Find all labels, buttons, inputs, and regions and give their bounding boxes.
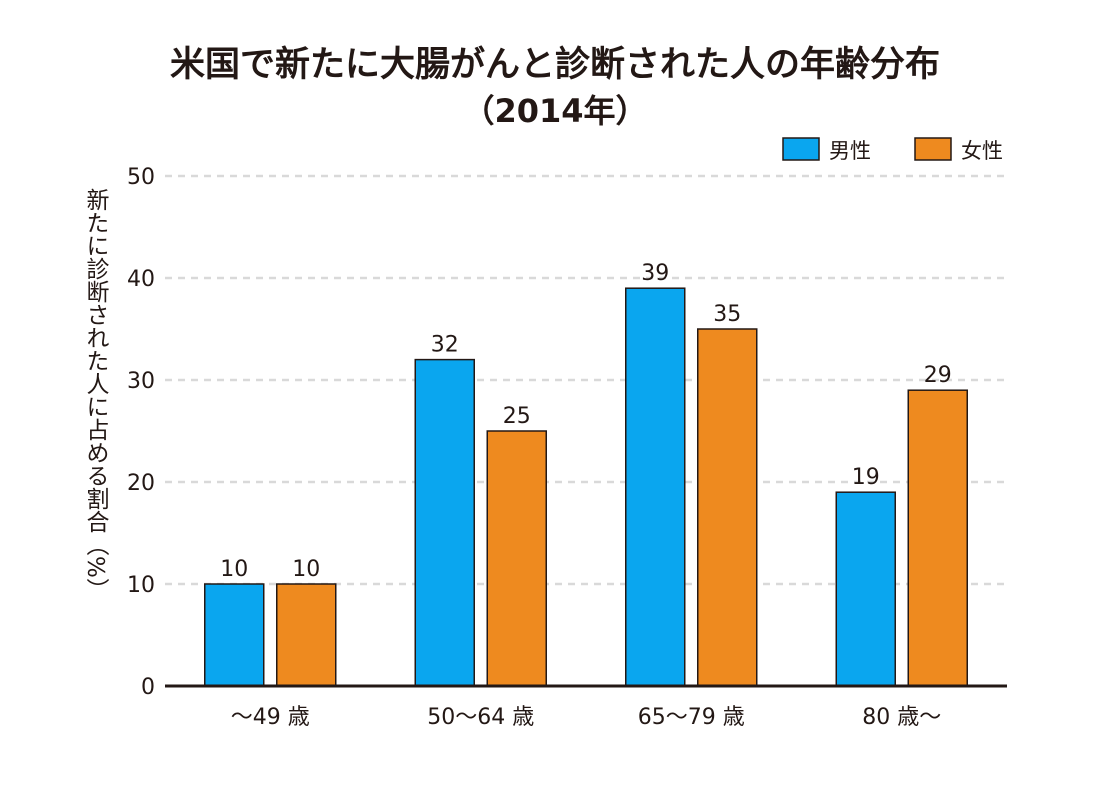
x-tick-label: ～49 歳 (231, 705, 310, 730)
legend-label: 男性 (829, 139, 871, 163)
y-axis-label: 新たに診断された人に占める割合（%） (82, 188, 108, 601)
legend-swatch-male (782, 137, 820, 161)
y-tick-label: 40 (127, 267, 155, 292)
bar-male (204, 583, 265, 687)
bar-female (276, 583, 337, 687)
y-tick-label: 10 (127, 573, 155, 598)
x-tick-label: 80 歳～ (862, 705, 941, 730)
bar-male (835, 491, 896, 687)
bar-female (486, 430, 547, 687)
data-label: 10 (220, 557, 248, 582)
bar-female (907, 389, 968, 687)
bar-male (414, 358, 475, 687)
chart-title: 米国で新たに大腸がんと診断された人の年齢分布 (169, 45, 940, 85)
y-tick-label: 30 (127, 369, 155, 394)
bar-male (625, 287, 686, 687)
data-label: 19 (852, 465, 880, 490)
y-tick-label: 0 (141, 675, 155, 700)
legend-swatch-female (914, 137, 952, 161)
x-tick-label: 50～64 歳 (427, 705, 534, 730)
bar-female (697, 328, 758, 687)
chart-subtitle: （2014年） (462, 92, 648, 130)
data-label: 10 (292, 557, 320, 582)
data-label: 25 (503, 404, 531, 429)
x-tick-label: 65～79 歳 (638, 705, 745, 730)
data-label: 35 (713, 302, 741, 327)
y-tick-label: 50 (127, 165, 155, 190)
data-label: 39 (641, 261, 669, 286)
data-label: 32 (431, 333, 459, 358)
legend-label: 女性 (961, 139, 1003, 163)
data-label: 29 (924, 363, 952, 388)
y-tick-label: 20 (127, 471, 155, 496)
